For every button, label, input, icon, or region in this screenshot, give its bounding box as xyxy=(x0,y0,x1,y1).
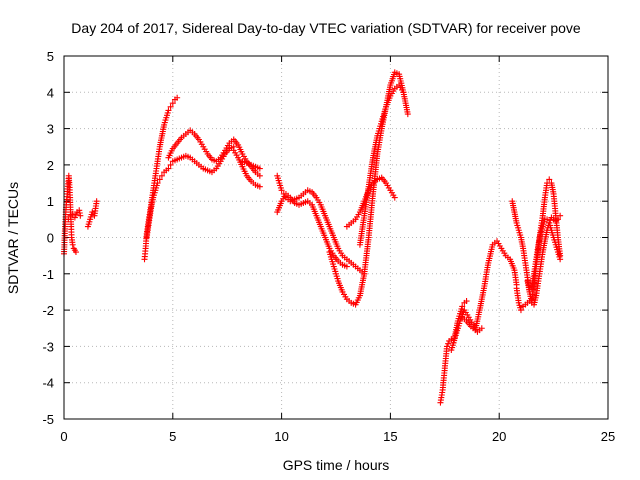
data-point xyxy=(156,176,163,183)
series-9 xyxy=(274,172,368,277)
data-point xyxy=(169,100,176,107)
data-point xyxy=(463,298,470,305)
data-point xyxy=(165,165,172,172)
data-trace-markers xyxy=(73,210,83,218)
data-point xyxy=(546,176,553,183)
axis-ticks: 0 5 10 15 20 25 -5 -4 -3 -2 -1 0 1 2 3 4 5 xyxy=(42,49,615,444)
x-tick-label: 20 xyxy=(492,429,506,444)
y-tick-label: 2 xyxy=(47,158,54,173)
data-point xyxy=(158,172,165,179)
x-tick-label: 5 xyxy=(169,429,176,444)
data-trace-markers xyxy=(524,218,563,293)
data-points xyxy=(61,69,564,406)
data-trace-markers xyxy=(449,305,465,351)
y-tick-label: -3 xyxy=(42,339,54,354)
chart-title: Day 204 of 2017, Sidereal Day-to-day VTE… xyxy=(71,20,581,36)
data-point xyxy=(167,103,174,110)
series-12 xyxy=(343,174,398,230)
data-trace-markers xyxy=(144,144,235,239)
x-tick-label: 10 xyxy=(274,429,288,444)
data-point xyxy=(69,210,76,217)
data-trace-markers xyxy=(275,175,366,275)
y-tick-label: 4 xyxy=(47,85,54,100)
series-8 xyxy=(239,158,263,172)
data-trace-markers xyxy=(461,239,520,332)
x-tick-label: 0 xyxy=(60,429,67,444)
y-tick-label: -1 xyxy=(42,267,54,282)
series-16 xyxy=(459,238,520,334)
data-point xyxy=(167,161,174,168)
data-trace-markers xyxy=(232,149,261,189)
data-point xyxy=(557,212,564,219)
y-tick-label: 5 xyxy=(47,49,54,64)
y-tick-label: -5 xyxy=(42,412,54,427)
data-trace-markers xyxy=(85,200,100,228)
data-point xyxy=(174,94,181,101)
data-point xyxy=(554,216,561,223)
x-tick-label: 25 xyxy=(601,429,615,444)
series-7 xyxy=(230,147,263,190)
data-trace-markers xyxy=(275,192,348,269)
y-tick-label: -2 xyxy=(42,303,54,318)
x-tick-label: 15 xyxy=(383,429,397,444)
series-13 xyxy=(356,82,407,248)
y-tick-label: 0 xyxy=(47,231,54,246)
plot-frame xyxy=(63,55,609,420)
data-point xyxy=(76,207,83,214)
series-19 xyxy=(524,216,564,295)
data-point xyxy=(71,214,78,221)
series-5 xyxy=(143,143,237,241)
x-axis-label: GPS time / hours xyxy=(283,457,390,473)
y-tick-label: 1 xyxy=(47,194,54,209)
series-2 xyxy=(65,207,84,223)
series-10 xyxy=(274,190,350,270)
y-tick-label: 3 xyxy=(47,122,54,137)
data-trace-markers xyxy=(357,83,405,246)
y-axis-label: SDTVAR / TECUs xyxy=(5,182,21,294)
data-point xyxy=(72,249,79,256)
y-tick-label: -4 xyxy=(42,376,54,391)
data-trace-markers xyxy=(346,175,397,228)
data-point xyxy=(65,216,72,223)
data-trace-markers xyxy=(241,159,261,171)
series-3 xyxy=(84,198,100,230)
series-15 xyxy=(448,298,470,354)
